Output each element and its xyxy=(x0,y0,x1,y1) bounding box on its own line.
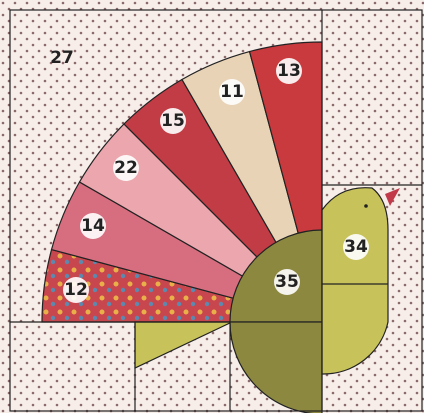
piece-label: 22 xyxy=(114,158,138,178)
eye xyxy=(364,204,368,208)
piece-label: 35 xyxy=(275,272,299,292)
piece-label: 11 xyxy=(220,82,244,102)
piece-label: 13 xyxy=(277,61,301,81)
piece-label: 15 xyxy=(161,111,185,131)
piece-label: 27 xyxy=(50,48,74,68)
piece-label: 34 xyxy=(344,237,368,257)
piece-label: 14 xyxy=(81,216,105,236)
piece-label: 12 xyxy=(64,280,88,300)
quilt-diagram: 27 13 11 15 22 14 12 35 34 xyxy=(0,0,424,413)
bird xyxy=(322,188,388,374)
